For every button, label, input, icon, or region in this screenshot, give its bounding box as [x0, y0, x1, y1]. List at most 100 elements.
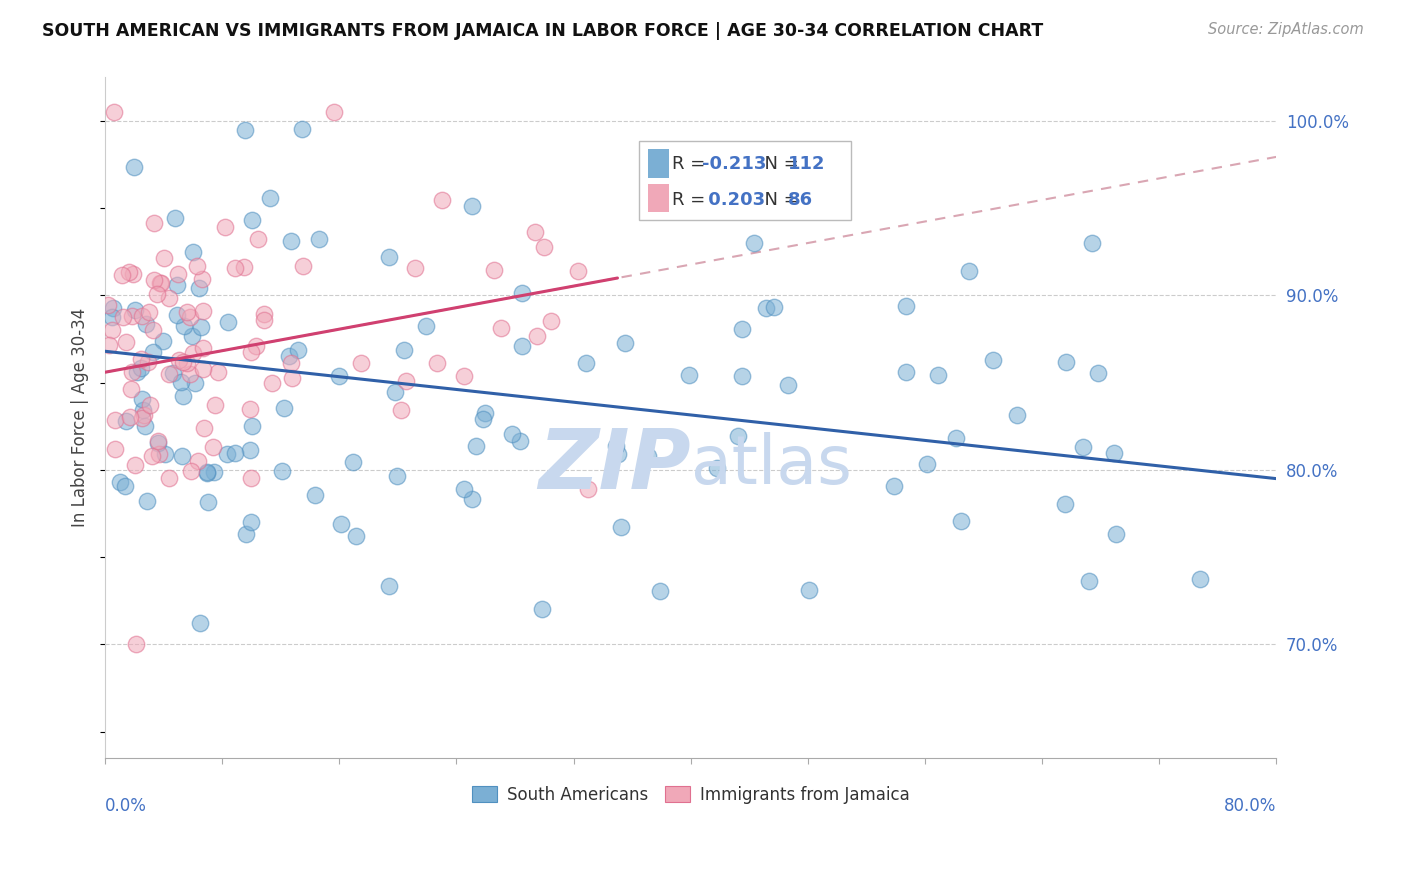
Point: [217, 315, 239, 329]
Point: [277, 349, 299, 363]
Point: [1188, 572, 1211, 586]
Point: [224, 446, 246, 460]
Point: [253, 313, 276, 327]
Point: [1081, 235, 1104, 250]
Point: [111, 268, 134, 283]
Point: [509, 434, 531, 449]
Point: [224, 260, 246, 275]
Point: [1077, 574, 1099, 588]
Point: [132, 408, 155, 422]
Point: [502, 427, 524, 442]
Point: [167, 268, 190, 282]
Text: ZIP: ZIP: [538, 425, 690, 506]
Point: [115, 335, 138, 350]
Point: [181, 346, 204, 360]
Point: [242, 418, 264, 433]
Point: [132, 403, 155, 417]
Point: [460, 491, 482, 506]
Point: [322, 105, 344, 120]
Text: 86: 86: [789, 191, 813, 209]
Point: [755, 301, 778, 315]
Point: [287, 343, 309, 358]
Text: R =: R =: [672, 191, 710, 209]
Text: N =: N =: [754, 155, 804, 173]
Point: [678, 368, 700, 382]
Point: [945, 431, 967, 445]
Point: [110, 475, 132, 489]
Point: [166, 278, 188, 293]
Text: SOUTH AMERICAN VS IMMIGRANTS FROM JAMAICA IN LABOR FORCE | AGE 30-34 CORRELATION: SOUTH AMERICAN VS IMMIGRANTS FROM JAMAIC…: [42, 22, 1043, 40]
Point: [146, 436, 169, 450]
Point: [172, 449, 194, 463]
Point: [131, 410, 153, 425]
Point: [157, 470, 180, 484]
Point: [415, 318, 437, 333]
Point: [1054, 497, 1077, 511]
Point: [271, 464, 294, 478]
Point: [762, 301, 785, 315]
Point: [157, 368, 180, 382]
Point: [392, 343, 415, 357]
Point: [472, 412, 495, 426]
Point: [304, 488, 326, 502]
Point: [344, 528, 367, 542]
Point: [191, 272, 214, 286]
Point: [179, 367, 201, 381]
Point: [280, 234, 302, 248]
Point: [607, 447, 630, 461]
Point: [510, 286, 533, 301]
Point: [101, 323, 124, 337]
Point: [125, 637, 148, 651]
Point: [124, 302, 146, 317]
Point: [706, 460, 728, 475]
Point: [240, 471, 263, 485]
Point: [1054, 355, 1077, 369]
Point: [404, 261, 426, 276]
Text: N =: N =: [754, 191, 804, 209]
Point: [648, 583, 671, 598]
Point: [124, 458, 146, 473]
Point: [540, 313, 562, 327]
Point: [122, 267, 145, 281]
Point: [731, 322, 754, 336]
Point: [135, 317, 157, 331]
Point: [637, 449, 659, 463]
Point: [148, 447, 170, 461]
Point: [127, 365, 149, 379]
Point: [134, 418, 156, 433]
Point: [129, 351, 152, 366]
Point: [184, 376, 207, 390]
Text: 80.0%: 80.0%: [1223, 797, 1277, 814]
Point: [523, 225, 546, 239]
Point: [430, 193, 453, 207]
Point: [461, 199, 484, 213]
Point: [173, 319, 195, 334]
Point: [240, 516, 263, 530]
Point: [166, 308, 188, 322]
Point: [190, 616, 212, 631]
Point: [239, 401, 262, 416]
Point: [605, 440, 627, 454]
Point: [342, 455, 364, 469]
Point: [727, 428, 749, 442]
Point: [217, 447, 239, 461]
Point: [181, 245, 204, 260]
Text: -0.213: -0.213: [703, 155, 766, 173]
Point: [489, 321, 512, 335]
Text: R =: R =: [672, 155, 710, 173]
Point: [122, 161, 145, 175]
Point: [245, 339, 267, 353]
Point: [609, 520, 631, 534]
Point: [121, 309, 143, 323]
Point: [186, 260, 208, 274]
Point: [191, 361, 214, 376]
Point: [778, 377, 800, 392]
Point: [180, 328, 202, 343]
Point: [883, 479, 905, 493]
Point: [259, 191, 281, 205]
Point: [176, 355, 198, 369]
Point: [453, 369, 475, 384]
Point: [482, 263, 505, 277]
Point: [949, 514, 972, 528]
Point: [235, 123, 257, 137]
